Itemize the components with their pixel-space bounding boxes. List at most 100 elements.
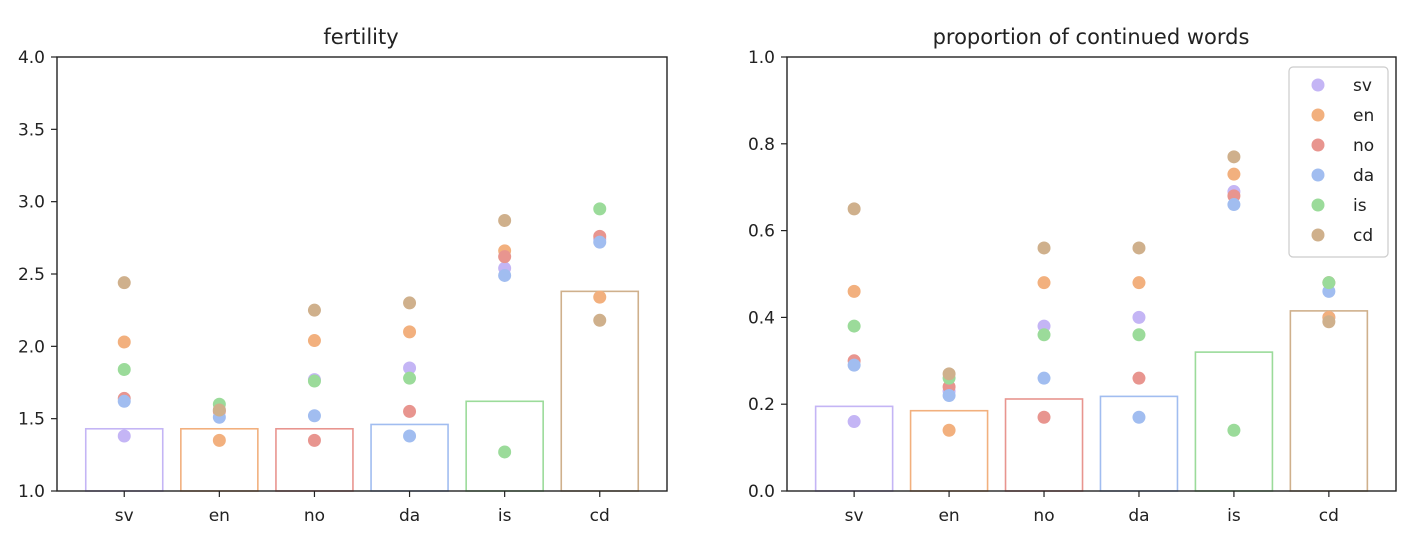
x-ticks: sv en no da is cd — [115, 491, 610, 526]
point-cd-no — [307, 303, 321, 317]
subplot-title: fertility — [323, 25, 398, 49]
bar-da — [1099, 395, 1179, 492]
point-cd-is — [1227, 150, 1241, 164]
point-cd-en — [212, 403, 226, 417]
x-tick-label: sv — [115, 506, 134, 526]
point-no-da — [1132, 371, 1146, 385]
legend-label-sv: sv — [1353, 76, 1372, 96]
x-tick-label: no — [1033, 506, 1054, 526]
point-cd-cd — [593, 313, 607, 327]
point-no-no — [1037, 410, 1051, 424]
y-tick-label: 1.0 — [18, 482, 45, 502]
y-tick-label: 1.5 — [18, 410, 45, 430]
x-tick-label: is — [498, 506, 512, 526]
y-tick-label: 3.0 — [18, 193, 45, 213]
legend-marker-no — [1311, 138, 1325, 152]
point-en-cd — [593, 290, 607, 304]
y-tick-label: 0.0 — [748, 482, 775, 502]
point-cd-no — [1037, 241, 1051, 255]
bar-cd — [1289, 310, 1369, 492]
legend-label-da: da — [1353, 166, 1374, 186]
point-da-cd — [593, 235, 607, 249]
axes-frame — [56, 56, 668, 492]
legend-marker-cd — [1311, 228, 1325, 242]
point-is-is — [1227, 423, 1241, 437]
point-da-no — [1037, 371, 1051, 385]
legend-label-is: is — [1353, 196, 1367, 216]
point-is-no — [1037, 328, 1051, 342]
y-ticks: 0.0 0.2 0.4 0.6 0.8 1.0 — [748, 48, 787, 502]
y-tick-label: 0.8 — [748, 135, 775, 155]
point-is-is — [498, 445, 512, 459]
x-tick-label: da — [399, 506, 420, 526]
point-en-da — [403, 325, 417, 339]
point-no-is — [498, 250, 512, 264]
point-cd-sv — [847, 202, 861, 216]
proportion-subplot: proportion of continued words 0.00.20.40… — [748, 25, 1397, 526]
y-tick-label: 4.0 — [18, 48, 45, 68]
point-da-da — [403, 429, 417, 443]
bars-group — [814, 310, 1369, 492]
point-da-is — [1227, 198, 1241, 212]
legend-label-no: no — [1353, 136, 1374, 156]
y-tick-label: 0.6 — [748, 222, 775, 242]
y-tick-label: 2.0 — [18, 337, 45, 357]
point-da-no — [307, 409, 321, 423]
point-cd-en — [942, 367, 956, 381]
point-cd-da — [1132, 241, 1146, 255]
bars-group — [84, 290, 640, 492]
point-en-da — [1132, 276, 1146, 290]
point-da-da — [1132, 410, 1146, 424]
legend-box — [1288, 66, 1389, 258]
y-tick-label: 0.2 — [748, 395, 775, 415]
point-da-is — [498, 268, 512, 282]
point-en-sv — [117, 335, 131, 349]
point-is-no — [307, 374, 321, 388]
point-en-no — [307, 334, 321, 348]
legend-marker-is — [1311, 198, 1325, 212]
point-en-en — [212, 433, 226, 447]
point-cd-is — [498, 213, 512, 227]
x-tick-label: cd — [590, 506, 610, 526]
x-tick-label: en — [209, 506, 230, 526]
y-tick-label: 0.4 — [748, 308, 775, 328]
axes-frame — [786, 56, 1397, 492]
point-en-no — [1037, 276, 1051, 290]
point-is-da — [1132, 328, 1146, 342]
y-ticks: 1.0 1.5 2.0 2.5 3.0 3.5 4.0 — [18, 48, 57, 502]
y-tick-label: 2.5 — [18, 265, 45, 285]
point-is-cd — [593, 202, 607, 216]
point-sv-sv — [847, 415, 861, 429]
fertility-subplot: fertility 1.0 1.5 2.0 2.5 3.0 3.5 4.0 sv en no da… — [18, 25, 668, 526]
legend-marker-sv — [1311, 78, 1325, 92]
point-sv-sv — [117, 429, 131, 443]
points-group — [117, 202, 607, 459]
legend-marker-en — [1311, 108, 1325, 122]
point-da-en — [942, 389, 956, 403]
x-tick-label: en — [938, 506, 959, 526]
point-en-is — [1227, 167, 1241, 181]
point-cd-cd — [1322, 315, 1336, 329]
point-is-da — [403, 371, 417, 385]
subplot-title: proportion of continued words — [933, 25, 1250, 49]
x-ticks: sv en no da is cd — [845, 491, 1339, 526]
point-sv-da — [403, 361, 417, 375]
x-tick-label: sv — [845, 506, 864, 526]
x-tick-label: is — [1227, 506, 1241, 526]
point-sv-da — [1132, 310, 1146, 324]
point-is-cd — [1322, 276, 1336, 290]
legend-label-en: en — [1353, 106, 1374, 126]
point-no-da — [403, 404, 417, 418]
y-tick-label: 1.0 — [748, 48, 775, 68]
point-is-sv — [847, 319, 861, 333]
x-tick-label: cd — [1319, 506, 1339, 526]
bar-is — [1194, 351, 1274, 492]
bar-en — [909, 409, 989, 492]
point-da-sv — [117, 394, 131, 408]
x-tick-label: da — [1128, 506, 1149, 526]
point-cd-sv — [117, 276, 131, 290]
point-en-sv — [847, 284, 861, 298]
legend: sv en no da is cd — [1288, 66, 1389, 258]
legend-marker-da — [1311, 168, 1325, 182]
